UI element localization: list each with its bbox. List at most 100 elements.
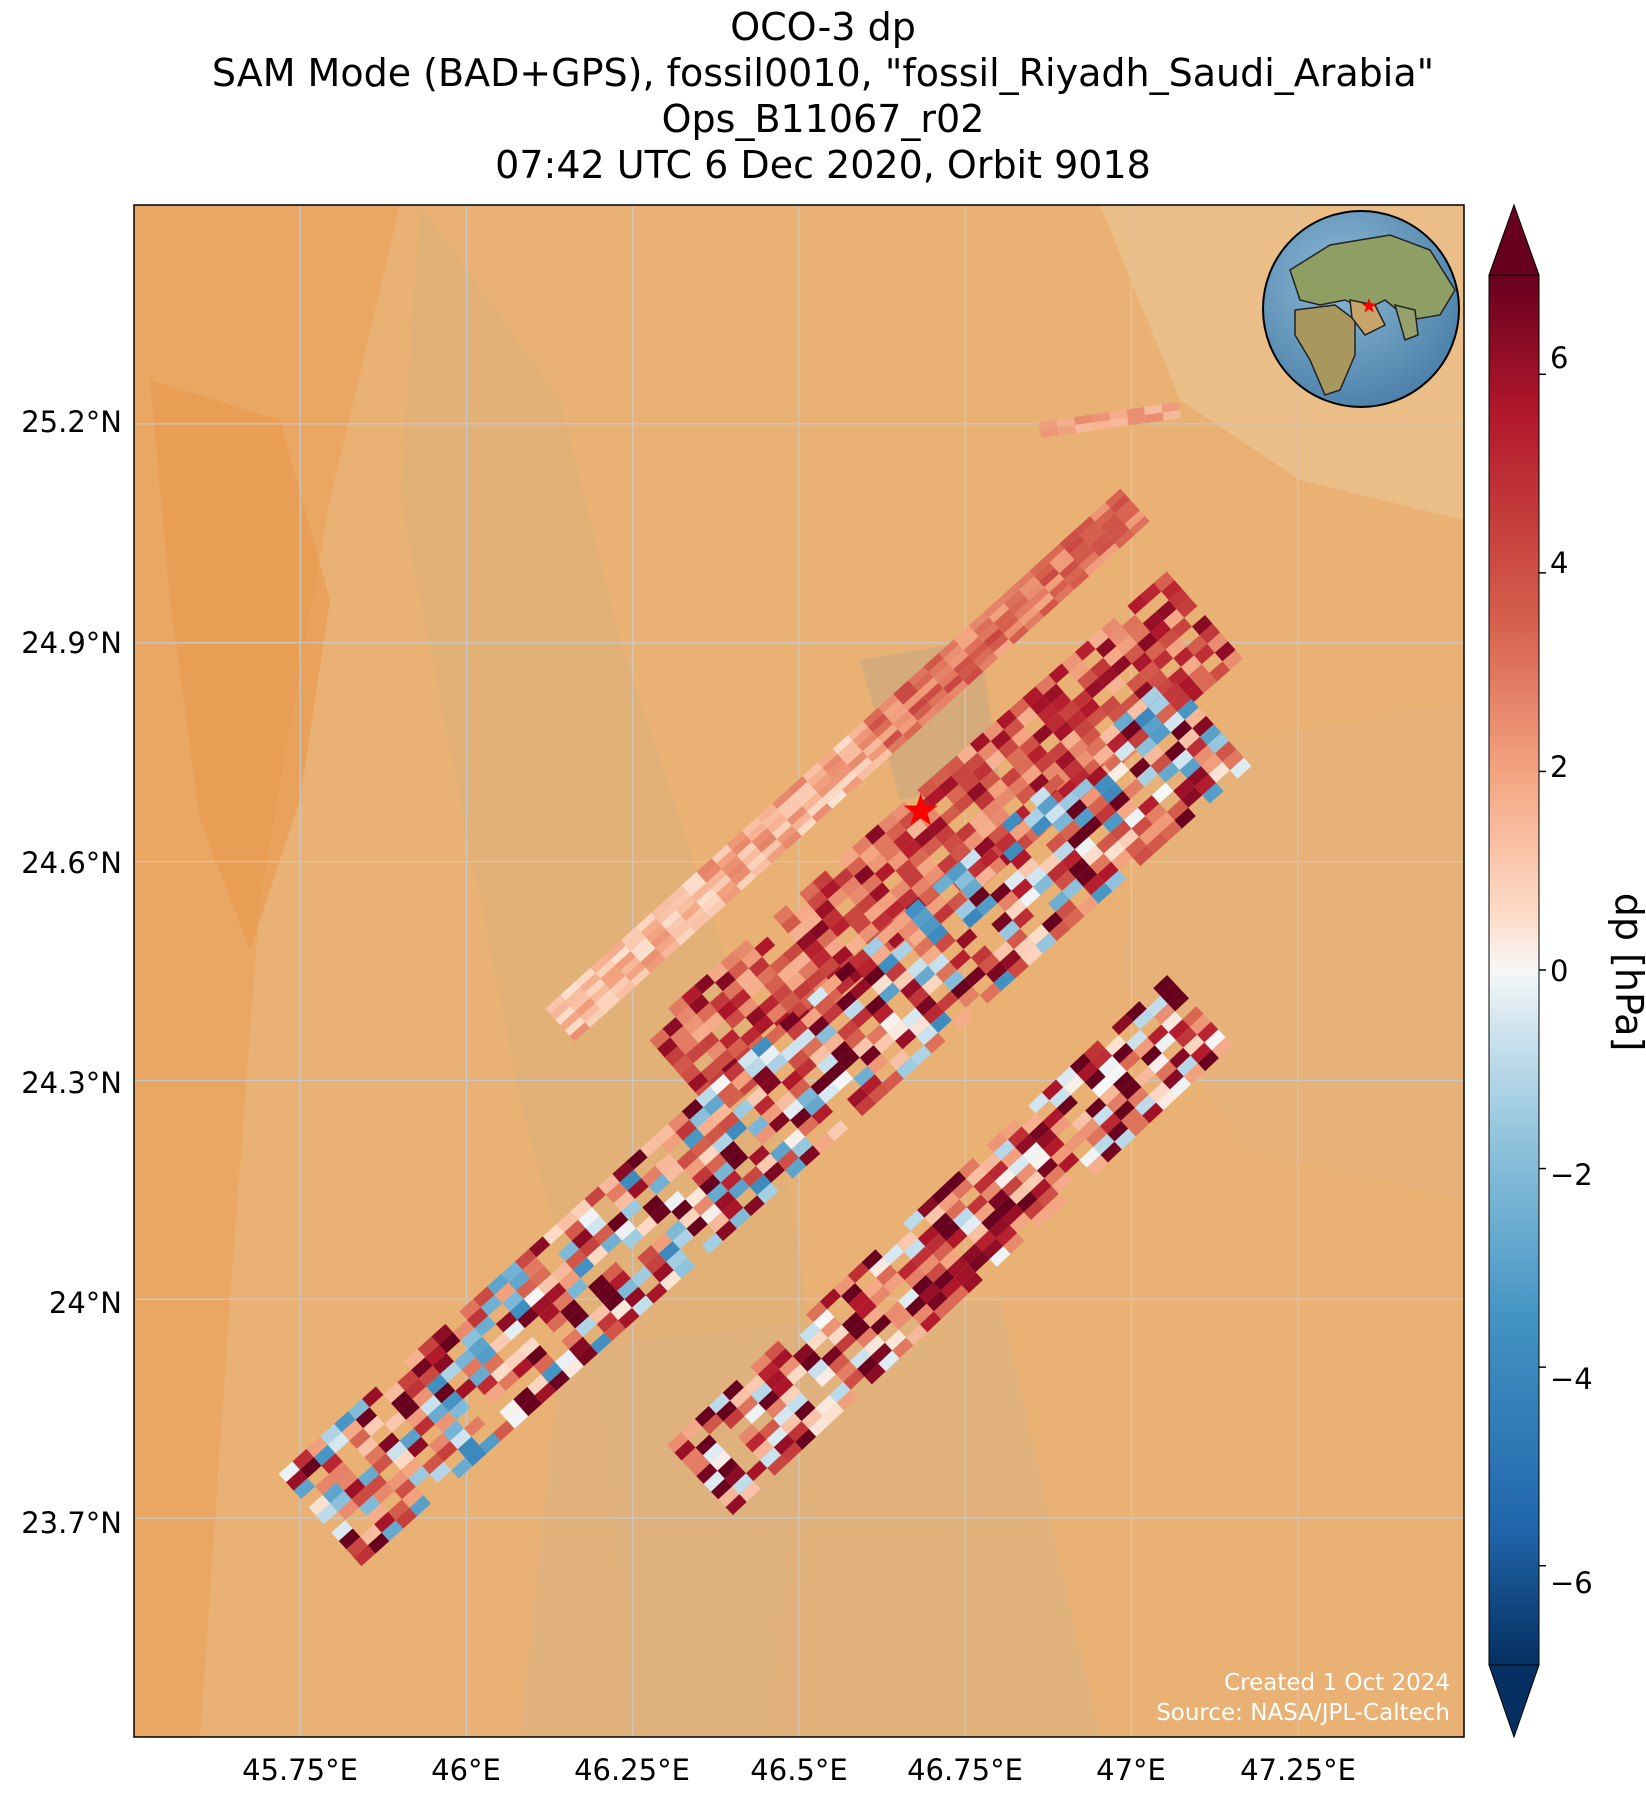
sounding-footprint [517, 1307, 539, 1329]
sounding-footprint [1044, 573, 1065, 593]
sounding-footprint [706, 1182, 729, 1204]
sounding-footprint [814, 994, 836, 1016]
sounding-footprint [933, 903, 955, 924]
sounding-footprint [722, 1379, 744, 1401]
sounding-footprint [1099, 1084, 1121, 1106]
sounding-footprint [664, 1046, 686, 1067]
sounding-footprint [700, 1060, 722, 1081]
sounding-footprint [1191, 615, 1213, 636]
sounding-footprint [848, 1290, 870, 1312]
sounding-footprint [756, 965, 778, 986]
sounding-footprint [1204, 1029, 1226, 1051]
sounding-footprint [973, 617, 994, 637]
sounding-footprint [1230, 757, 1252, 779]
sounding-footprint [1150, 620, 1172, 641]
sounding-footprint [702, 1442, 725, 1464]
sounding-footprint [1127, 1086, 1149, 1108]
sounding-footprint [371, 1453, 394, 1475]
sounding-footprint [713, 1049, 735, 1070]
sounding-footprint [503, 1319, 525, 1341]
sounding-footprint [675, 1119, 697, 1141]
sounding-footprint [1119, 1050, 1141, 1072]
sounding-footprint [1079, 698, 1100, 719]
sounding-footprint [787, 776, 808, 796]
sounding-footprint [1151, 782, 1174, 804]
sounding-footprint [473, 1286, 495, 1308]
sounding-footprint [1079, 551, 1100, 571]
sounding-footprint [939, 1220, 961, 1242]
sounding-footprint [1071, 1110, 1093, 1132]
sounding-footprint [958, 661, 979, 681]
sounding-footprint [1148, 1053, 1170, 1074]
sounding-footprint [876, 923, 898, 945]
sounding-footprint [1126, 407, 1145, 418]
sounding-footprint [818, 957, 840, 978]
sounding-footprint [537, 1274, 559, 1295]
sounding-footprint [338, 1528, 361, 1550]
sounding-footprint [758, 1390, 780, 1411]
sounding-footprint [1173, 778, 1195, 800]
sounding-footprint [862, 737, 883, 757]
sounding-footprint [1043, 773, 1065, 795]
sounding-footprint [1058, 701, 1080, 722]
sounding-footprint [630, 1266, 653, 1287]
sounding-footprint [771, 1348, 793, 1370]
sounding-footprint [1154, 1032, 1176, 1054]
sounding-footprint [1098, 1055, 1120, 1077]
sounding-footprint [645, 923, 666, 943]
sounding-footprint [745, 1431, 767, 1453]
sounding-footprint [766, 1053, 788, 1074]
sounding-footprint [1055, 750, 1076, 771]
lon-tick-label: 45.75°E [242, 1753, 358, 1787]
sounding-footprint [615, 981, 636, 1001]
sounding-footprint [911, 1246, 933, 1268]
sounding-footprint [1103, 646, 1125, 667]
sounding-footprint [953, 655, 974, 675]
sounding-footprint [717, 1457, 739, 1479]
sounding-footprint [1046, 861, 1069, 883]
sounding-footprint [897, 888, 919, 909]
sounding-footprint [411, 1357, 433, 1379]
sounding-footprint [958, 772, 980, 794]
sounding-footprint [680, 1063, 701, 1084]
sounding-footprint [506, 1407, 529, 1429]
sounding-footprint [584, 1186, 606, 1208]
lat-tick-label: 24°N [49, 1286, 122, 1320]
sounding-footprint [1005, 899, 1027, 921]
sounding-footprint [1079, 1146, 1101, 1168]
sounding-footprint [675, 1005, 697, 1026]
sounding-footprint [832, 735, 853, 755]
sounding-footprint [564, 1016, 585, 1036]
sounding-footprint [564, 1219, 586, 1241]
sounding-footprint [871, 1342, 893, 1364]
sounding-footprint [995, 787, 1016, 808]
sounding-footprint [981, 1209, 1003, 1231]
sounding-footprint [914, 965, 936, 987]
sounding-footprint [516, 1278, 538, 1299]
sounding-footprint [905, 1295, 927, 1317]
lon-tick-label: 46°E [431, 1753, 501, 1787]
sounding-footprint [1056, 417, 1075, 428]
sounding-footprint [747, 1115, 769, 1137]
sounding-footprint [642, 1194, 664, 1216]
sounding-footprint [978, 953, 1000, 975]
sounding-footprint [776, 825, 797, 845]
sounding-footprint [1096, 832, 1118, 854]
sounding-footprint [994, 1168, 1016, 1189]
sounding-footprint [1183, 1034, 1205, 1056]
sounding-footprint [932, 873, 954, 895]
sounding-footprint [394, 1478, 416, 1500]
sounding-footprint [429, 1461, 452, 1483]
sounding-footprint [1144, 640, 1166, 661]
sounding-footprint [1083, 1040, 1105, 1062]
sounding-footprint [1202, 782, 1224, 804]
sounding-footprint [527, 1374, 549, 1396]
lon-tick-label: 46.75°E [907, 1753, 1023, 1787]
sounding-footprint [938, 775, 959, 796]
sounding-footprint [715, 1220, 737, 1242]
sounding-footprint [656, 904, 677, 924]
sounding-footprint [508, 1269, 530, 1291]
sounding-footprint [744, 1403, 766, 1424]
sounding-footprint [648, 1174, 671, 1195]
